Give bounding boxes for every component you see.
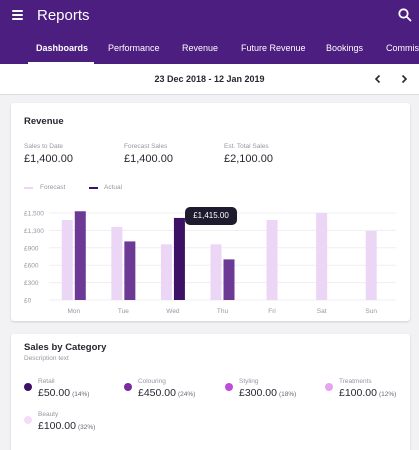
category-amount-styling: £300.00 (18%) (239, 387, 297, 399)
search-icon[interactable] (397, 7, 413, 23)
category-name-treatments: Treatments (339, 378, 372, 385)
chevron-left-icon[interactable] (372, 73, 384, 85)
tab-commission[interactable]: Commis (386, 43, 419, 53)
category-amount-treatments: £100.00 (12%) (339, 387, 397, 399)
actual-bar-mon (74, 211, 86, 300)
est-total-sales-label: Est. Total Sales (224, 143, 269, 150)
actual-bar-thu (223, 259, 235, 300)
tab-future-revenue[interactable]: Future Revenue (241, 43, 306, 53)
legend-forecast-label: Forecast (40, 184, 66, 191)
tab-bookings[interactable]: Bookings (326, 43, 364, 53)
sales-by-category-card: Sales by Category Description text Retai… (11, 334, 410, 450)
y-tick-label: £0 (24, 298, 32, 305)
forecast-bar-fri (266, 219, 278, 300)
category-dot-styling (225, 383, 233, 391)
sales-by-category-description: Description text (24, 355, 69, 362)
app-header: Reports Dashboards Performance Revenue F… (0, 0, 419, 64)
actual-bar-wed (173, 217, 185, 300)
revenue-title: Revenue (24, 116, 64, 127)
category-name-beauty: Beauty (38, 411, 59, 418)
category-dot-treatments (325, 383, 333, 391)
category-dot-beauty (24, 416, 32, 424)
chevron-right-icon[interactable] (398, 73, 410, 85)
category-name-styling: Styling (239, 378, 259, 385)
active-tab-indicator (28, 62, 94, 64)
legend-actual-swatch (89, 187, 98, 189)
x-tick-label: Sat (317, 308, 327, 315)
category-amount-retail: £50.00 (14%) (38, 387, 90, 399)
date-bar: 23 Dec 2018 - 12 Jan 2019 (0, 64, 419, 95)
x-tick-label: Thu (217, 308, 229, 315)
legend-forecast-swatch (24, 187, 33, 189)
forecast-sales-value: £1,400.00 (124, 153, 173, 165)
y-tick-label: £900 (24, 245, 39, 252)
y-tick-label: £1,300 (24, 228, 44, 235)
tab-dashboards[interactable]: Dashboards (36, 43, 89, 53)
revenue-chart: £1,500 £1,300 £900 £600 £300 £0 Mon Tue Wed Thu Fr… (24, 211, 396, 315)
x-tick-label: Mon (67, 308, 80, 315)
y-tick-label: £300 (24, 280, 39, 287)
x-tick-label: Sun (365, 308, 377, 315)
report-tabs: Dashboards Performance Revenue Future Re… (0, 38, 419, 64)
hamburger-icon[interactable] (12, 10, 23, 20)
tab-performance[interactable]: Performance (108, 43, 160, 53)
category-name-retail: Retail (38, 378, 55, 385)
revenue-card: Revenue Sales to Date £1,400.00 Forecast… (11, 103, 410, 321)
date-range[interactable]: 23 Dec 2018 - 12 Jan 2019 (154, 74, 265, 84)
forecast-bar-thu (210, 244, 222, 300)
category-dot-retail (24, 383, 32, 391)
actual-bar-tue (124, 241, 136, 300)
y-tick-label: £600 (24, 263, 39, 270)
tab-revenue[interactable]: Revenue (182, 43, 219, 53)
category-amount-colouring: £450.00 (24%) (138, 387, 196, 399)
forecast-bar-mon (61, 219, 73, 300)
forecast-bar-tue (111, 226, 123, 300)
category-dot-colouring (124, 383, 132, 391)
chart-tooltip: £1,415.00 (185, 207, 237, 225)
est-total-sales-value: £2,100.00 (224, 153, 273, 165)
sales-by-category-title: Sales by Category (24, 342, 107, 353)
page-title: Reports (37, 7, 90, 24)
x-tick-label: Fri (268, 308, 276, 315)
x-tick-label: Tue (118, 308, 129, 315)
y-tick-label: £1,500 (24, 211, 44, 218)
forecast-bar-sat (316, 213, 328, 300)
category-name-colouring: Colouring (138, 378, 166, 385)
forecast-bar-wed (160, 244, 172, 300)
sales-to-date-label: Sales to Date (24, 143, 64, 150)
category-amount-beauty: £100.00 (32%) (38, 420, 96, 432)
legend-actual-label: Actual (104, 184, 123, 191)
forecast-bar-sun (365, 230, 377, 300)
forecast-sales-label: Forecast Sales (124, 143, 168, 150)
x-tick-label: Wed (166, 308, 180, 315)
sales-to-date-value: £1,400.00 (24, 153, 73, 165)
